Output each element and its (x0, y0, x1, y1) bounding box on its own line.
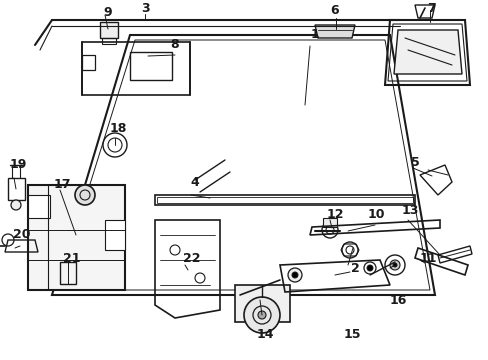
Bar (323, 218, 336, 227)
Text: 5: 5 (410, 156, 419, 168)
Polygon shape (235, 285, 289, 322)
Text: 4: 4 (190, 176, 199, 189)
Text: 9: 9 (103, 5, 112, 18)
Text: 21: 21 (63, 252, 81, 265)
Text: 1: 1 (310, 28, 319, 41)
Text: 3: 3 (141, 3, 149, 15)
Circle shape (287, 268, 302, 282)
Text: 13: 13 (401, 203, 418, 216)
Polygon shape (314, 25, 354, 38)
Circle shape (389, 260, 399, 270)
Circle shape (75, 185, 95, 205)
Circle shape (291, 272, 297, 278)
Circle shape (258, 311, 265, 319)
Text: 11: 11 (418, 252, 436, 265)
Text: 14: 14 (256, 328, 273, 342)
Polygon shape (28, 185, 125, 290)
Circle shape (366, 265, 372, 271)
Text: 20: 20 (13, 229, 31, 242)
Bar (60, 262, 76, 284)
Text: 19: 19 (9, 158, 27, 171)
Polygon shape (105, 220, 125, 250)
Text: 2: 2 (350, 261, 359, 274)
Text: 17: 17 (53, 179, 71, 192)
Text: 8: 8 (170, 37, 179, 50)
Text: 6: 6 (330, 4, 339, 17)
Text: 22: 22 (183, 252, 201, 265)
Text: 7: 7 (427, 1, 435, 14)
Circle shape (392, 263, 396, 267)
Bar (130, 52, 172, 80)
Bar (155, 195, 414, 205)
Polygon shape (28, 195, 50, 218)
Text: 16: 16 (388, 293, 406, 306)
Text: 12: 12 (325, 208, 343, 221)
Text: 15: 15 (343, 328, 360, 342)
Text: 18: 18 (109, 122, 126, 135)
Bar (100, 22, 118, 38)
Circle shape (11, 200, 21, 210)
Text: 10: 10 (366, 208, 384, 221)
Polygon shape (393, 30, 461, 74)
Bar (102, 38, 116, 44)
Circle shape (244, 297, 280, 333)
Bar (157, 197, 412, 203)
